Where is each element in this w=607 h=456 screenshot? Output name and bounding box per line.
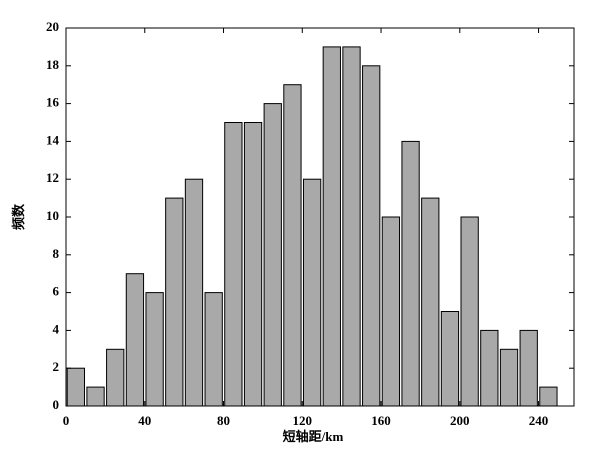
y-tick-label: 10: [46, 208, 59, 223]
bar: [519, 329, 538, 407]
y-tick-label: 16: [46, 95, 60, 110]
bar: [106, 348, 125, 407]
bar: [283, 84, 302, 407]
bar: [145, 292, 164, 407]
y-tick-label: 14: [46, 132, 60, 147]
bar: [440, 311, 460, 407]
y-tick-label: 12: [46, 170, 59, 185]
bar: [86, 386, 105, 407]
x-tick-label: 0: [63, 413, 70, 428]
bar: [125, 273, 145, 407]
bar: [499, 348, 519, 407]
bar: [381, 216, 401, 407]
bar: [401, 140, 420, 407]
x-axis-label: 短轴距/km: [283, 429, 344, 444]
bar: [165, 197, 184, 407]
y-axis-label: 频数: [11, 203, 26, 230]
bar: [224, 122, 243, 407]
bar: [302, 178, 322, 407]
bar: [243, 122, 263, 407]
x-tick-label: 120: [293, 413, 313, 428]
x-tick-label: 240: [529, 413, 549, 428]
y-tick-label: 18: [46, 57, 60, 72]
bar: [66, 367, 85, 407]
bar: [342, 46, 361, 407]
bar: [362, 65, 381, 407]
y-tick-label: 20: [46, 19, 59, 34]
x-tick-label: 160: [371, 413, 391, 428]
bar: [539, 386, 558, 407]
bar: [263, 103, 282, 407]
y-tick-label: 6: [53, 284, 60, 299]
y-tick-label: 4: [53, 321, 60, 336]
x-tick-label: 80: [217, 413, 230, 428]
bar: [480, 329, 499, 407]
y-tick-label: 8: [53, 246, 60, 261]
x-tick-label: 40: [138, 413, 151, 428]
bar: [204, 292, 223, 407]
bar: [322, 46, 341, 407]
y-tick-label: 0: [53, 397, 60, 412]
y-tick-label: 2: [53, 359, 60, 374]
bar: [184, 178, 204, 407]
x-tick-label: 200: [450, 413, 470, 428]
bar: [460, 216, 479, 407]
bar: [421, 197, 440, 407]
